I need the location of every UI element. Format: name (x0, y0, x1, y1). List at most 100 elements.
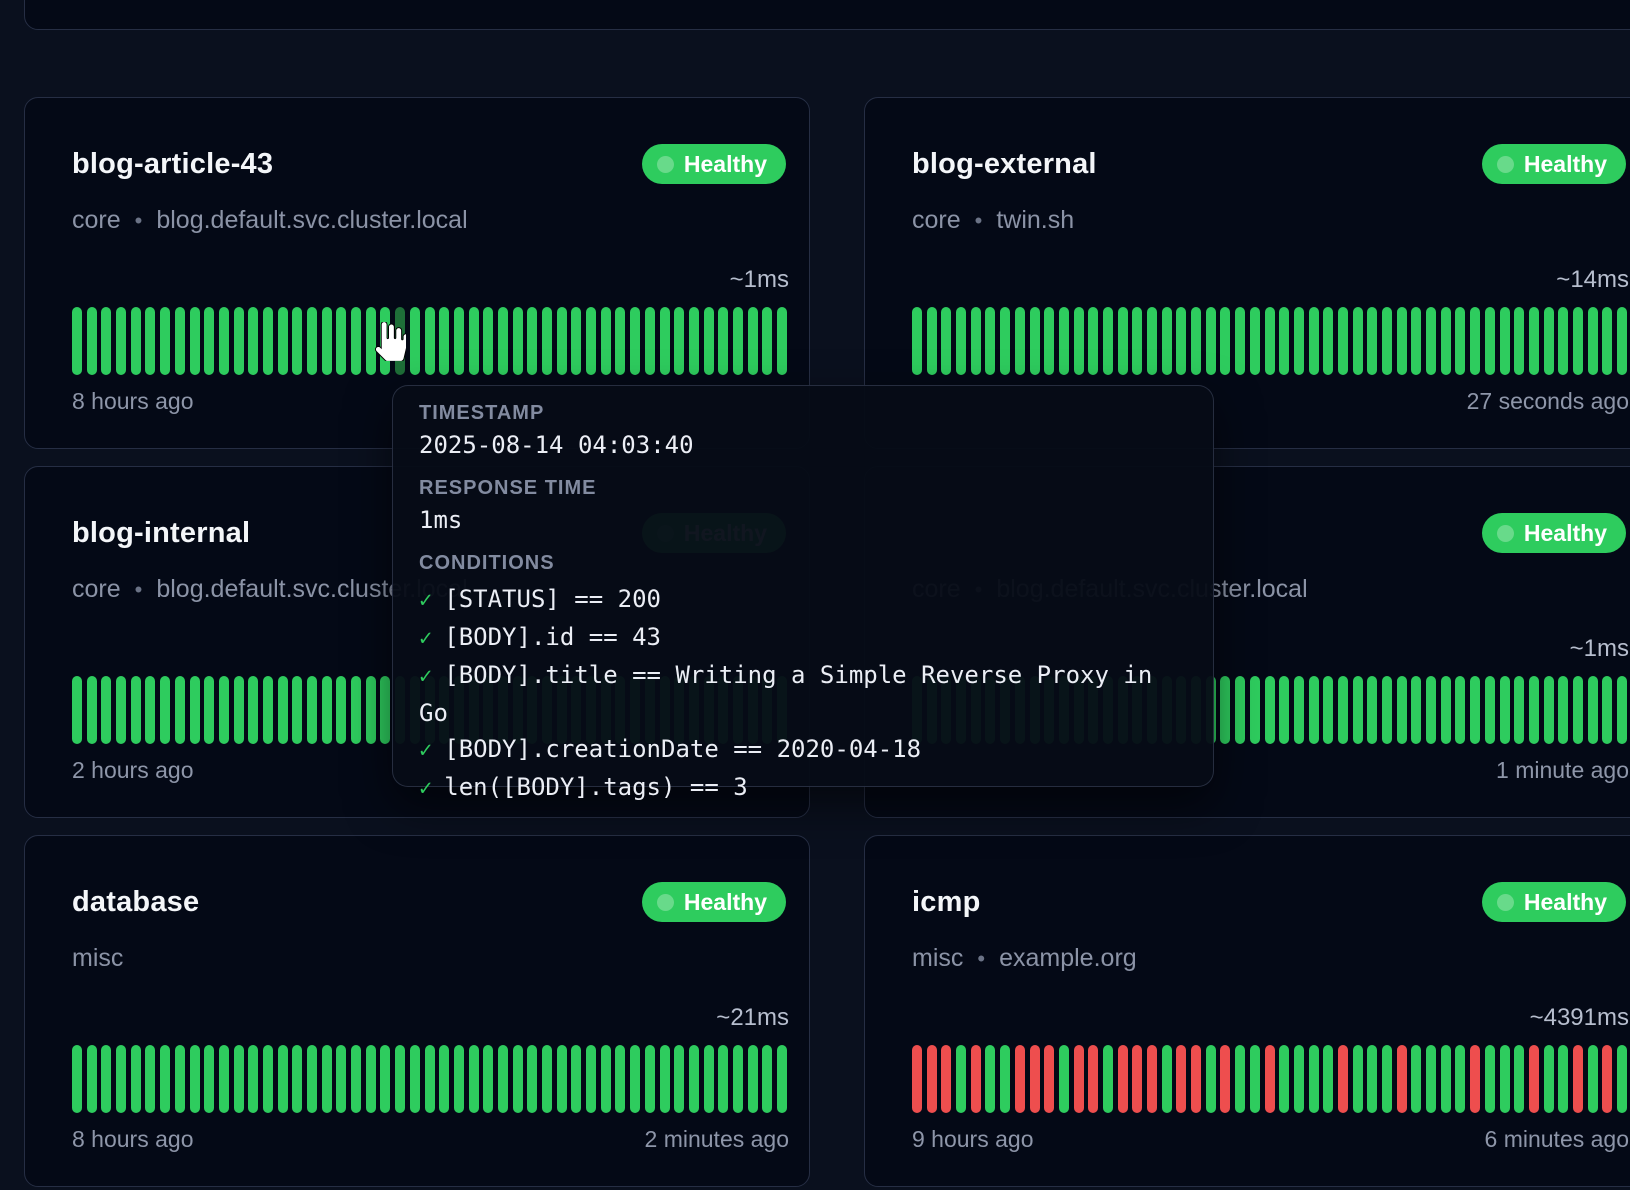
status-bar[interactable] (336, 1045, 346, 1113)
status-bar[interactable] (1529, 676, 1539, 744)
status-bar[interactable] (1485, 1045, 1495, 1113)
status-bar[interactable] (1573, 307, 1583, 375)
status-bar[interactable] (927, 307, 937, 375)
status-bar[interactable] (1030, 1045, 1040, 1113)
status-bar[interactable] (1015, 307, 1025, 375)
status-bar[interactable] (1558, 1045, 1568, 1113)
status-bar[interactable] (718, 307, 728, 375)
status-bar[interactable] (1103, 307, 1113, 375)
status-bar[interactable] (985, 1045, 995, 1113)
status-bar[interactable] (263, 676, 273, 744)
status-bar[interactable] (542, 1045, 552, 1113)
status-bar[interactable] (1544, 1045, 1554, 1113)
status-bar[interactable] (527, 1045, 537, 1113)
status-bar[interactable] (380, 1045, 390, 1113)
status-bar[interactable] (1514, 307, 1524, 375)
status-bar[interactable] (571, 1045, 581, 1113)
status-bar[interactable] (425, 1045, 435, 1113)
status-bar[interactable] (145, 307, 155, 375)
status-bar[interactable] (1250, 676, 1260, 744)
status-bar[interactable] (912, 1045, 922, 1113)
status-bar[interactable] (116, 1045, 126, 1113)
status-bar[interactable] (1455, 307, 1465, 375)
status-bar[interactable] (1132, 307, 1142, 375)
status-bar[interactable] (1235, 1045, 1245, 1113)
status-bar[interactable] (1235, 307, 1245, 375)
status-bar[interactable] (1265, 307, 1275, 375)
status-bar[interactable] (263, 1045, 273, 1113)
status-bar[interactable] (1397, 307, 1407, 375)
status-bar[interactable] (410, 307, 420, 375)
status-bar[interactable] (307, 1045, 317, 1113)
status-bar[interactable] (674, 307, 684, 375)
status-bar[interactable] (204, 1045, 214, 1113)
status-bar[interactable] (1176, 307, 1186, 375)
status-bar[interactable] (1220, 307, 1230, 375)
status-bar[interactable] (1397, 676, 1407, 744)
status-bar[interactable] (971, 1045, 981, 1113)
status-bar[interactable] (1015, 1045, 1025, 1113)
status-bar[interactable] (72, 307, 82, 375)
status-bar[interactable] (513, 307, 523, 375)
status-bar[interactable] (498, 307, 508, 375)
status-bar[interactable] (483, 307, 493, 375)
status-bar[interactable] (1059, 1045, 1069, 1113)
status-bar[interactable] (1397, 1045, 1407, 1113)
status-bar[interactable] (336, 676, 346, 744)
status-bar[interactable] (1000, 1045, 1010, 1113)
status-bar[interactable] (292, 307, 302, 375)
status-bar[interactable] (307, 307, 317, 375)
status-bar[interactable] (380, 676, 390, 744)
status-bar[interactable] (660, 1045, 670, 1113)
status-bar[interactable] (1147, 307, 1157, 375)
status-bar[interactable] (439, 1045, 449, 1113)
status-bar[interactable] (1206, 307, 1216, 375)
status-bar[interactable] (234, 1045, 244, 1113)
status-bar[interactable] (1250, 1045, 1260, 1113)
status-bar[interactable] (1074, 1045, 1084, 1113)
status-bar[interactable] (704, 307, 714, 375)
status-bar[interactable] (674, 1045, 684, 1113)
status-bar[interactable] (1353, 1045, 1363, 1113)
status-bar[interactable] (1588, 307, 1598, 375)
status-bar[interactable] (1441, 307, 1451, 375)
status-bar[interactable] (630, 307, 640, 375)
status-bar[interactable] (1000, 307, 1010, 375)
status-bar[interactable] (1338, 307, 1348, 375)
status-bar[interactable] (190, 1045, 200, 1113)
endpoint-card[interactable]: databasemiscHealthy~21ms8 hours ago2 min… (24, 835, 810, 1187)
status-bar[interactable] (1030, 307, 1040, 375)
status-bar[interactable] (1044, 1045, 1054, 1113)
status-bar[interactable] (1411, 676, 1421, 744)
status-bar[interactable] (248, 676, 258, 744)
status-bar[interactable] (1367, 676, 1377, 744)
status-bar[interactable] (689, 1045, 699, 1113)
status-bar[interactable] (160, 307, 170, 375)
status-bar[interactable] (1588, 1045, 1598, 1113)
status-bar[interactable] (1382, 1045, 1392, 1113)
status-bar[interactable] (1558, 307, 1568, 375)
status-bar[interactable] (145, 676, 155, 744)
status-bar[interactable] (971, 307, 981, 375)
status-bar[interactable] (718, 1045, 728, 1113)
status-bar[interactable] (131, 1045, 141, 1113)
status-bar[interactable] (1529, 1045, 1539, 1113)
status-bar[interactable] (1514, 676, 1524, 744)
status-bar[interactable] (1118, 307, 1128, 375)
status-bar[interactable] (941, 307, 951, 375)
status-bar[interactable] (748, 307, 758, 375)
status-bar[interactable] (263, 307, 273, 375)
status-bar[interactable] (1294, 1045, 1304, 1113)
status-bar[interactable] (941, 1045, 951, 1113)
status-bar[interactable] (234, 676, 244, 744)
status-bar[interactable] (175, 307, 185, 375)
status-bar[interactable] (1485, 676, 1495, 744)
status-bar[interactable] (454, 1045, 464, 1113)
status-bar[interactable] (87, 676, 97, 744)
status-bar[interactable] (912, 307, 922, 375)
status-bar[interactable] (1176, 1045, 1186, 1113)
status-bar[interactable] (292, 676, 302, 744)
status-bar[interactable] (175, 676, 185, 744)
status-bar[interactable] (762, 1045, 772, 1113)
status-bar[interactable] (1426, 307, 1436, 375)
